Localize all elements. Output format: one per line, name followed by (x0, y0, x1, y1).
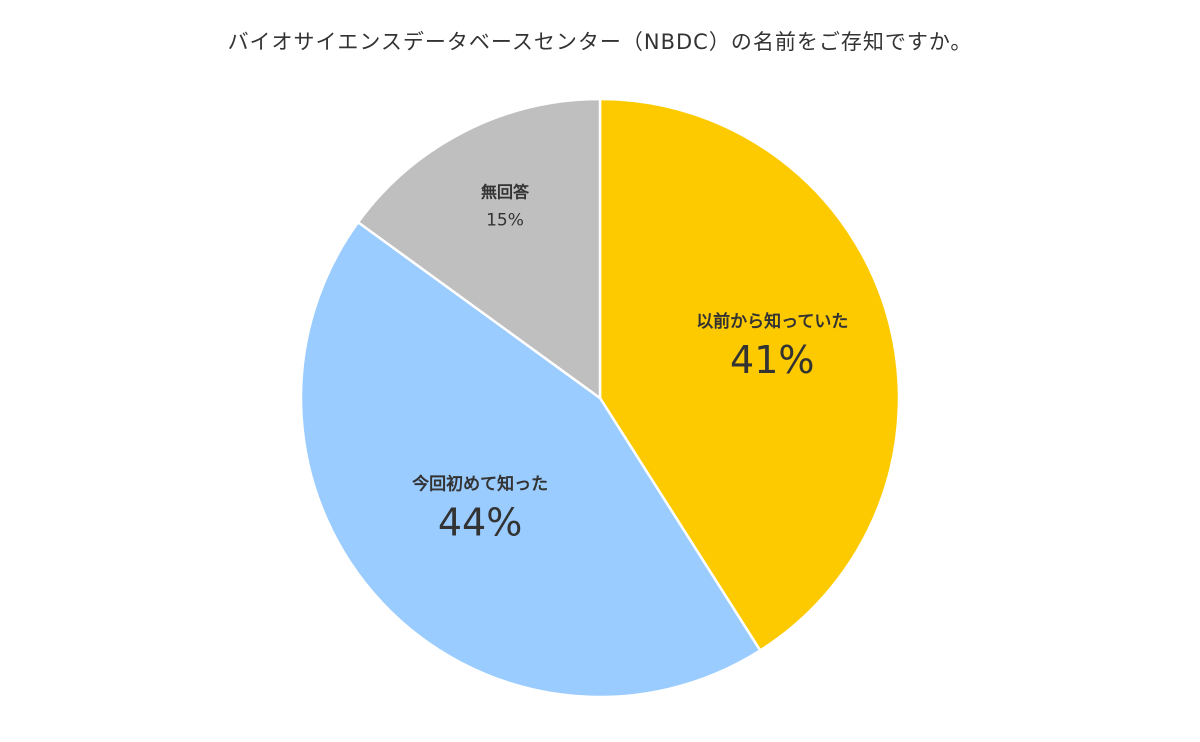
pie-slice-3 (356, 97, 602, 401)
chart-title: バイオサイエンスデータベースセンター（NBDC）の名前をご存知ですか。 (227, 30, 973, 54)
slice-label-value-1: 41% (730, 338, 814, 382)
pie-slice-2 (299, 220, 762, 699)
slice-label-name-1: 以前から知っていた (696, 311, 848, 332)
pie-slices (299, 97, 901, 699)
slice-label-value-2: 44% (438, 501, 522, 545)
slice-label-value-3: 15% (486, 211, 524, 231)
slice-label-name-3: 無回答 (481, 183, 530, 202)
pie-labels: 以前から知っていた 41% 今回初めて知った 44% 無回答 15% (412, 183, 848, 545)
slice-label-name-2: 今回初めて知った (412, 474, 548, 495)
pie-slice-1 (598, 97, 901, 653)
